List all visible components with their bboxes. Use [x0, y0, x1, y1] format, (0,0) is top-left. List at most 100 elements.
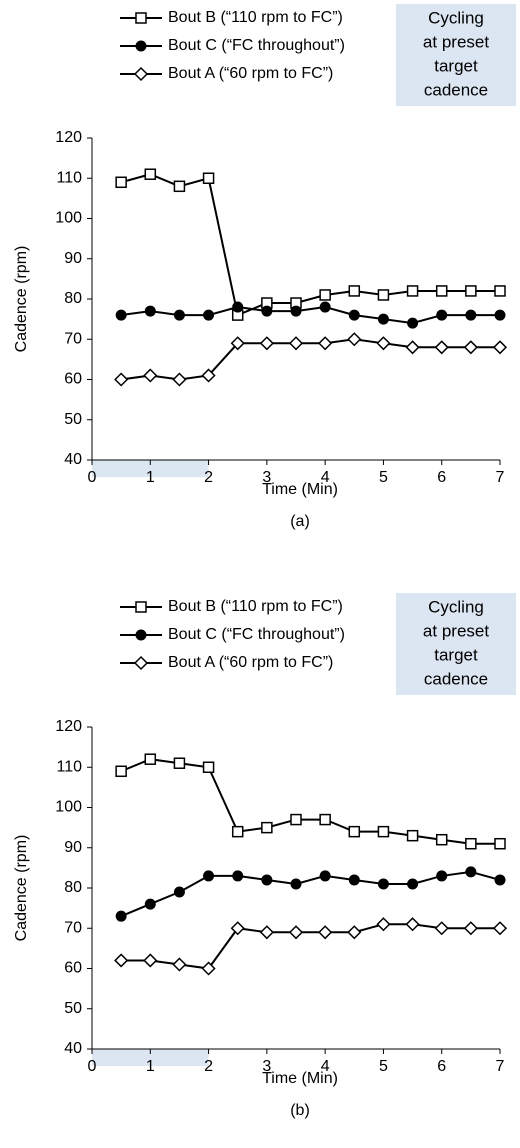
legend-label: Bout C (“FC throughout”): [168, 37, 345, 54]
y-tick-label: 110: [56, 169, 82, 186]
y-tick-label: 110: [56, 758, 82, 775]
legend-marker: [135, 629, 147, 641]
data-point: [406, 285, 419, 297]
data-point: [319, 870, 331, 882]
data-point: [348, 825, 361, 838]
x-tick-label: 3: [262, 1058, 271, 1075]
data-point: [202, 761, 215, 773]
data-point: [492, 921, 508, 936]
data-point: [465, 837, 477, 850]
data-point: [318, 925, 333, 940]
x-tick-label: 3: [262, 469, 271, 486]
caption: (a): [290, 513, 310, 530]
data-point: [201, 961, 216, 976]
legend-marker: [133, 655, 149, 671]
y-tick-label: 80: [64, 879, 82, 896]
legend-label: Bout A (“60 rpm to FC”): [168, 654, 333, 671]
x-tick-label: 7: [496, 469, 505, 486]
y-axis-label: Cadence (rpm): [13, 835, 30, 942]
data-point: [348, 874, 360, 886]
data-point: [407, 317, 419, 329]
data-point: [348, 285, 361, 297]
y-tick-label: 40: [64, 1040, 82, 1057]
data-point: [261, 821, 273, 834]
data-point: [463, 340, 478, 355]
data-point: [172, 372, 187, 387]
data-point: [494, 309, 506, 321]
data-point: [465, 285, 477, 297]
data-point: [201, 368, 216, 383]
x-tick-label: 1: [146, 469, 155, 486]
data-point: [319, 301, 331, 313]
x-axis-label: Time (Min): [262, 481, 338, 498]
x-tick-label: 0: [88, 469, 97, 486]
data-point: [290, 305, 302, 317]
data-point: [434, 340, 449, 355]
data-point: [436, 309, 448, 321]
data-point: [436, 870, 448, 882]
data-point: [202, 172, 215, 184]
series-line: [120, 758, 500, 845]
data-point: [376, 917, 391, 932]
data-point: [288, 925, 304, 940]
data-point: [203, 309, 215, 321]
data-point: [144, 168, 157, 180]
data-point: [463, 921, 478, 936]
data-point: [465, 866, 477, 878]
data-point: [144, 898, 156, 910]
y-axis-label: Cadence (rpm): [13, 246, 30, 353]
x-tick-label: 5: [379, 1058, 388, 1075]
x-tick-label: 2: [204, 1058, 213, 1075]
y-tick-label: 120: [55, 129, 82, 146]
data-point: [406, 829, 419, 842]
data-point: [232, 870, 244, 882]
legend-marker: [135, 40, 147, 52]
x-axis-label: Time (Min): [262, 1070, 338, 1087]
data-point: [377, 878, 389, 890]
legend-marker: [135, 12, 147, 24]
x-tick-label: 0: [88, 1058, 97, 1075]
legend-marker: [135, 601, 147, 613]
data-point: [173, 309, 185, 321]
data-point: [172, 957, 187, 972]
data-point: [492, 340, 508, 355]
annotation-text: cadence: [424, 669, 488, 688]
shaded-region: [92, 460, 209, 477]
y-tick-label: 70: [64, 330, 82, 347]
y-tick-label: 80: [64, 290, 82, 307]
data-point: [173, 886, 185, 898]
y-tick-label: 70: [64, 919, 82, 936]
data-point: [318, 336, 333, 351]
data-point: [203, 870, 215, 882]
data-point: [435, 833, 448, 846]
y-tick-label: 40: [64, 451, 82, 468]
data-point: [405, 917, 420, 932]
shaded-region: [92, 1049, 209, 1066]
data-point: [115, 176, 127, 189]
y-tick-label: 90: [64, 250, 82, 267]
data-point: [319, 813, 331, 826]
y-tick-label: 120: [55, 718, 82, 735]
data-point: [231, 825, 244, 838]
legend-label: Bout B (“110 rpm to FC”): [168, 598, 343, 615]
data-point: [261, 305, 273, 317]
data-point: [465, 309, 477, 321]
x-tick-label: 1: [146, 1058, 155, 1075]
data-point: [377, 825, 390, 838]
data-point: [434, 921, 449, 936]
data-point: [319, 289, 331, 301]
annotation-text: at preset: [423, 32, 489, 51]
data-point: [407, 878, 419, 890]
y-tick-label: 50: [64, 1000, 82, 1017]
annotation-box: [396, 4, 516, 106]
data-point: [114, 372, 129, 387]
x-tick-label: 2: [204, 469, 213, 486]
legend-label: Bout B (“110 rpm to FC”): [168, 9, 343, 26]
annotation-text: target: [434, 56, 478, 75]
annotation-box: [396, 593, 516, 695]
data-point: [230, 921, 245, 936]
data-point: [259, 925, 274, 940]
data-point: [261, 874, 273, 886]
annotation-text: target: [434, 645, 478, 664]
